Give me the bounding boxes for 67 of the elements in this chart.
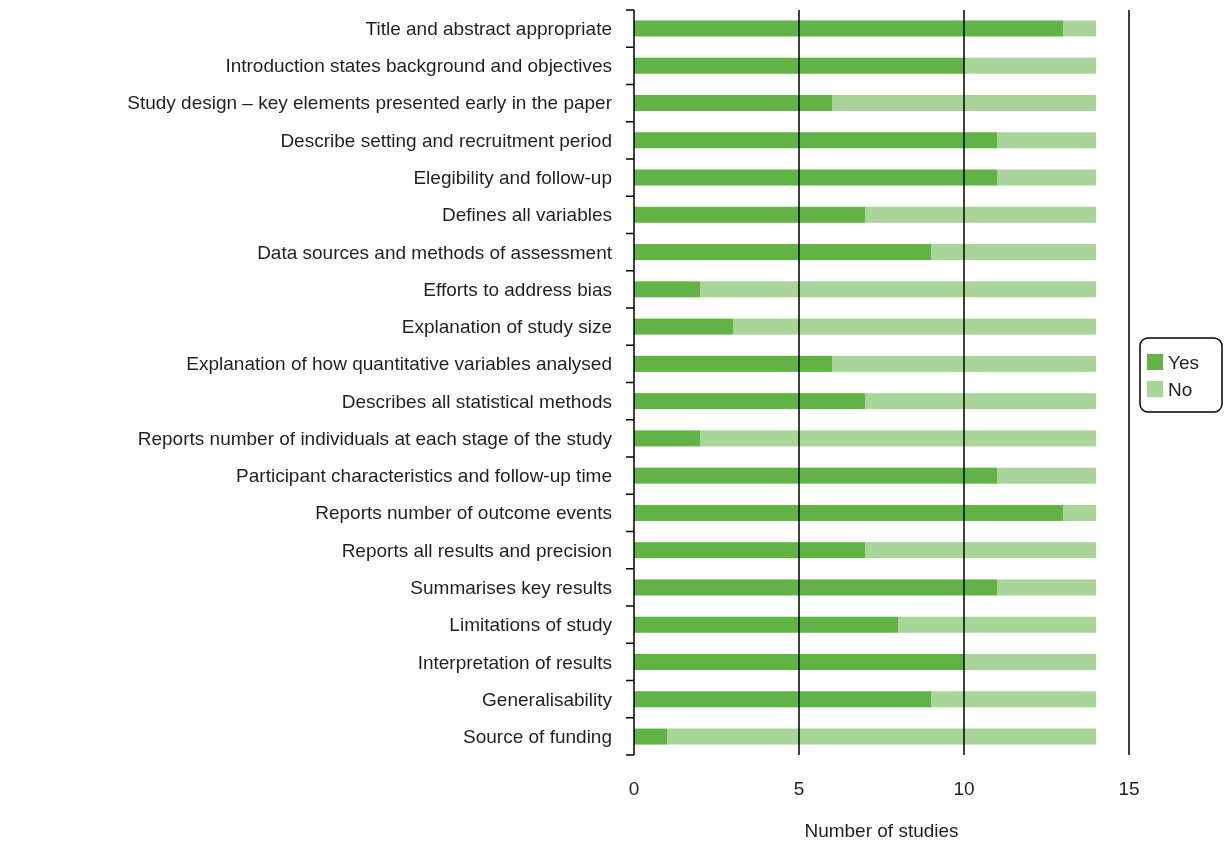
- bar: [634, 691, 931, 708]
- y-tick-label: Efforts to address bias: [423, 278, 612, 300]
- y-tick-label: Explanation of study size: [401, 316, 612, 338]
- bar: [634, 206, 865, 223]
- x-tick-label: 10: [953, 778, 975, 799]
- x-tick-label: 5: [793, 778, 805, 799]
- bar: [667, 728, 1096, 745]
- bar: [931, 244, 1096, 261]
- y-tick-label: Reports number of individuals at each stage of the study: [137, 427, 613, 449]
- bar: [634, 430, 700, 447]
- bar: [634, 616, 898, 633]
- bar: [634, 94, 832, 111]
- bar: [634, 467, 997, 484]
- x-tick-label: 0: [628, 778, 640, 799]
- y-tick-label: Generalisability: [482, 688, 613, 710]
- bar: [634, 504, 1063, 521]
- y-tick-label: Explanation of how quantitative variables analysed: [186, 353, 612, 375]
- bar: [634, 393, 865, 410]
- bar: [634, 281, 700, 298]
- bar: [634, 579, 997, 596]
- x-axis-title: Number of studies: [804, 820, 959, 841]
- bar: [997, 169, 1096, 186]
- bar: [634, 318, 733, 335]
- bar: [634, 132, 997, 149]
- y-tick-label: Defines all variables: [441, 204, 612, 226]
- bar: [634, 654, 964, 671]
- y-tick-label: Summarises key results: [410, 576, 612, 598]
- y-tick-label: Reports number of outcome events: [315, 502, 612, 524]
- bar: [634, 169, 997, 186]
- bar: [865, 393, 1096, 410]
- legend-label: Yes: [1168, 351, 1199, 373]
- y-tick-label: Elegibility and follow-up: [413, 167, 612, 189]
- y-tick-label: Data sources and methods of assessment: [257, 241, 613, 263]
- bar: [832, 94, 1096, 111]
- x-tick-label: 15: [1118, 778, 1140, 799]
- bar: [964, 654, 1096, 671]
- bar: [997, 579, 1096, 596]
- bar: [898, 616, 1096, 633]
- bar: [634, 355, 832, 372]
- y-tick-label: Study design – key elements presented early in the paper: [127, 92, 613, 114]
- bar: [634, 244, 931, 261]
- bar: [1063, 504, 1096, 521]
- bar: [1063, 20, 1096, 37]
- y-tick-label: Describes all statistical methods: [341, 390, 612, 412]
- bar: [700, 281, 1096, 298]
- bar: [997, 467, 1096, 484]
- bar: [634, 542, 865, 559]
- bar: [634, 20, 1063, 37]
- bar: [733, 318, 1096, 335]
- y-tick-label: Interpretation of results: [417, 651, 612, 673]
- bar: [700, 430, 1096, 447]
- bar: [997, 132, 1096, 149]
- bar: [832, 355, 1096, 372]
- y-tick-label: Describe setting and recruitment period: [280, 129, 612, 151]
- y-tick-label: Participant characteristics and follow-up time: [236, 465, 612, 487]
- y-tick-label: Limitations of study: [449, 614, 613, 636]
- y-tick-label: Source of funding: [463, 726, 612, 748]
- legend-label: No: [1168, 378, 1193, 400]
- bar: [964, 57, 1096, 74]
- bar: [865, 542, 1096, 559]
- bar: [931, 691, 1096, 708]
- bar: [865, 206, 1096, 223]
- y-tick-label: Introduction states background and objectives: [225, 55, 612, 77]
- y-tick-label: Title and abstract appropriate: [365, 17, 612, 39]
- bar: [634, 57, 964, 74]
- bar: [634, 728, 667, 745]
- y-tick-label: Reports all results and precision: [341, 539, 612, 561]
